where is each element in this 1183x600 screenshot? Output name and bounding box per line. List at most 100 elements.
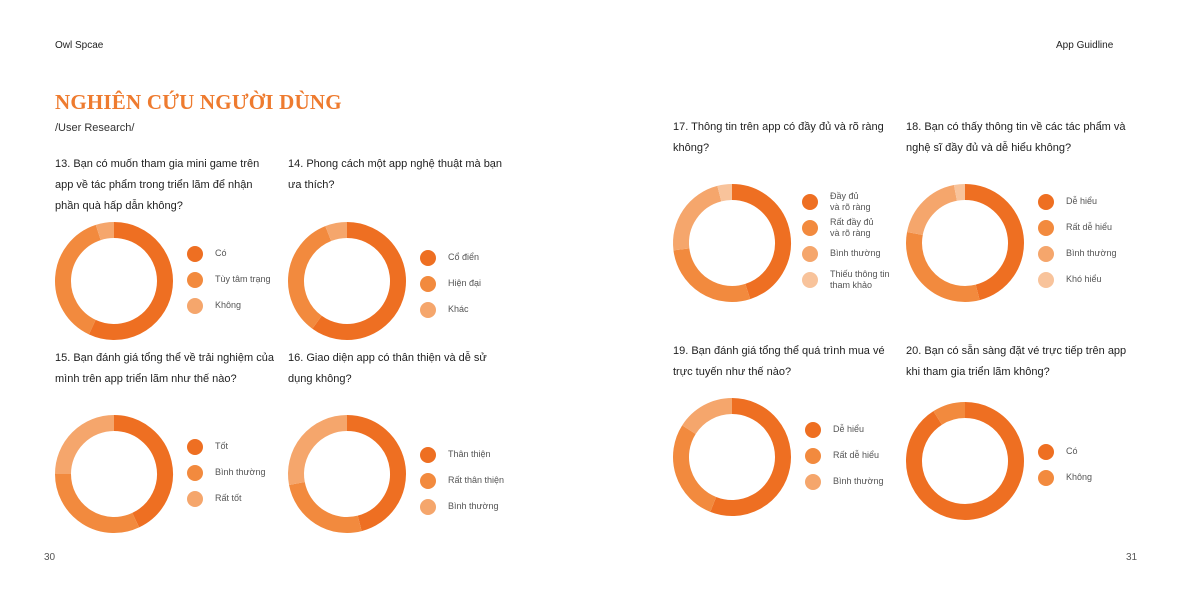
legend-label: Dễ hiểu xyxy=(833,424,865,434)
legend-swatch xyxy=(420,302,436,318)
legend-item-17-0: Đầy đủ và rõ ràng xyxy=(802,191,942,220)
page-subtitle: /User Research/ xyxy=(55,122,135,134)
donut-slice-19-0 xyxy=(710,398,791,516)
legend-swatch xyxy=(805,422,821,438)
legend-item-15-0: Tốt xyxy=(187,439,327,465)
legend-label: Rất dễ hiểu xyxy=(833,450,880,460)
legend-swatch xyxy=(802,246,818,262)
legend-label: Cổ điển xyxy=(448,252,480,262)
legend-swatch xyxy=(805,448,821,464)
legend-label: Khó hiểu xyxy=(1066,274,1102,284)
legend-swatch xyxy=(1038,444,1054,460)
legend-label: Đầy đủ và rõ ràng xyxy=(830,191,871,212)
legend-item-17-1: Rất đầy đủ và rõ ràng xyxy=(802,217,942,246)
donut-slice-14-0 xyxy=(312,222,406,340)
question-19: 19. Bạn đánh giá tổng thể quá trình mua … xyxy=(673,345,885,378)
legend-swatch xyxy=(187,272,203,288)
legend-item-17-3: Thiếu thông tin tham khảo xyxy=(802,269,942,298)
legend-item-20-0: Có xyxy=(1038,444,1178,470)
legend-item-15-1: Bình thường xyxy=(187,465,327,491)
donut-slice-13-0 xyxy=(88,222,173,340)
legend-swatch xyxy=(1038,272,1054,288)
donut-slice-17-2 xyxy=(673,185,722,251)
legend-item-18-3: Khó hiểu xyxy=(1038,272,1178,298)
legend-item-19-2: Bình thường xyxy=(805,474,945,500)
donut-slice-14-1 xyxy=(288,226,332,329)
legend-label: Bình thường xyxy=(830,248,881,258)
legend-swatch xyxy=(187,298,203,314)
legend-item-16-1: Rất thân thiện xyxy=(420,473,560,499)
donut-slice-19-2 xyxy=(682,398,733,435)
legend-label: Có xyxy=(215,248,227,258)
legend-item-14-0: Cổ điển xyxy=(420,250,560,276)
donut-slice-17-1 xyxy=(673,248,751,302)
legend-label: Bình thường xyxy=(215,467,266,477)
legend-swatch xyxy=(420,447,436,463)
legend-item-18-1: Rất dễ hiểu xyxy=(1038,220,1178,246)
legend-label: Dễ hiểu xyxy=(1066,196,1098,206)
legend-label: Không xyxy=(215,300,242,310)
page-title: NGHIÊN CỨU NGƯỜI DÙNG xyxy=(55,90,342,114)
donut-chart-18 xyxy=(906,184,1024,302)
legend-item-13-2: Không xyxy=(187,298,327,324)
legend-label: Bình thường xyxy=(833,476,884,486)
donut-slice-18-3 xyxy=(953,184,966,201)
donut-slice-13-1 xyxy=(55,224,102,335)
donut-slice-15-0 xyxy=(113,415,173,528)
question-18: 18. Bạn có thấy thông tin về các tác phẩ… xyxy=(906,121,1126,154)
question-16: 16. Giao diện app có thân thiện và dễ sử… xyxy=(288,352,487,385)
legend-item-19-1: Rất dễ hiểu xyxy=(805,448,945,474)
legend-label: Tùy tâm trạng xyxy=(215,274,271,284)
legend-item-17-2: Bình thường xyxy=(802,246,942,272)
legend-label: Hiện đại xyxy=(448,278,482,288)
legend-item-18-0: Dễ hiểu xyxy=(1038,194,1178,220)
legend-swatch xyxy=(1038,220,1054,236)
page-number-left: 30 xyxy=(44,552,56,563)
donut-slice-20-0 xyxy=(906,402,1024,520)
donut-chart-17 xyxy=(673,184,791,302)
legend-swatch xyxy=(802,220,818,236)
legend-item-16-0: Thân thiện xyxy=(420,447,560,473)
legend-swatch xyxy=(420,276,436,292)
donut-slice-13-2 xyxy=(95,222,115,241)
legend-swatch xyxy=(187,465,203,481)
donut-slice-15-1 xyxy=(55,473,140,533)
donut-chart-13 xyxy=(55,222,173,340)
legend-label: Thiếu thông tin tham khảo xyxy=(830,269,890,290)
legend-item-14-1: Hiện đại xyxy=(420,276,560,302)
legend-swatch xyxy=(1038,246,1054,262)
legend-swatch xyxy=(187,439,203,455)
legend-label: Có xyxy=(1066,446,1078,456)
donut-chart-15 xyxy=(55,415,173,533)
donut-chart-20 xyxy=(906,402,1024,520)
donut-chart-19 xyxy=(673,398,791,516)
legend-swatch xyxy=(420,250,436,266)
legend-item-13-1: Tùy tâm trạng xyxy=(187,272,327,298)
donut-slice-18-1 xyxy=(906,231,980,302)
legend-item-15-2: Rất tốt xyxy=(187,491,327,517)
question-14: 14. Phong cách một app nghệ thuật mà bạn… xyxy=(288,158,503,191)
donut-chart-16 xyxy=(288,415,406,533)
legend-swatch xyxy=(802,194,818,210)
legend-swatch xyxy=(187,491,203,507)
donut-slice-17-0 xyxy=(731,184,791,300)
question-20: 20. Bạn có sẵn sàng đặt vé trực tiếp trê… xyxy=(906,345,1127,378)
legend-item-14-2: Khác xyxy=(420,302,560,328)
legend-label: Rất tốt xyxy=(215,493,242,503)
legend-item-16-2: Bình thường xyxy=(420,499,560,525)
legend-label: Tốt xyxy=(215,441,229,451)
legend-swatch xyxy=(1038,470,1054,486)
legend-swatch xyxy=(187,246,203,262)
donut-slice-14-2 xyxy=(325,222,348,242)
header-left-brand: Owl Spcae xyxy=(55,40,104,51)
legend-label: Khác xyxy=(448,304,469,314)
question-17: 17. Thông tin trên app có đầy đủ và rõ r… xyxy=(673,121,884,154)
legend-item-18-2: Bình thường xyxy=(1038,246,1178,272)
donut-slice-15-2 xyxy=(55,415,115,475)
donut-slice-16-1 xyxy=(289,481,362,533)
legend-item-20-1: Không xyxy=(1038,470,1178,496)
donut-slice-16-2 xyxy=(288,415,348,486)
page-number-right: 31 xyxy=(1126,552,1138,563)
legend-label: Không xyxy=(1066,472,1093,482)
legend-label: Rất dễ hiểu xyxy=(1066,222,1113,232)
